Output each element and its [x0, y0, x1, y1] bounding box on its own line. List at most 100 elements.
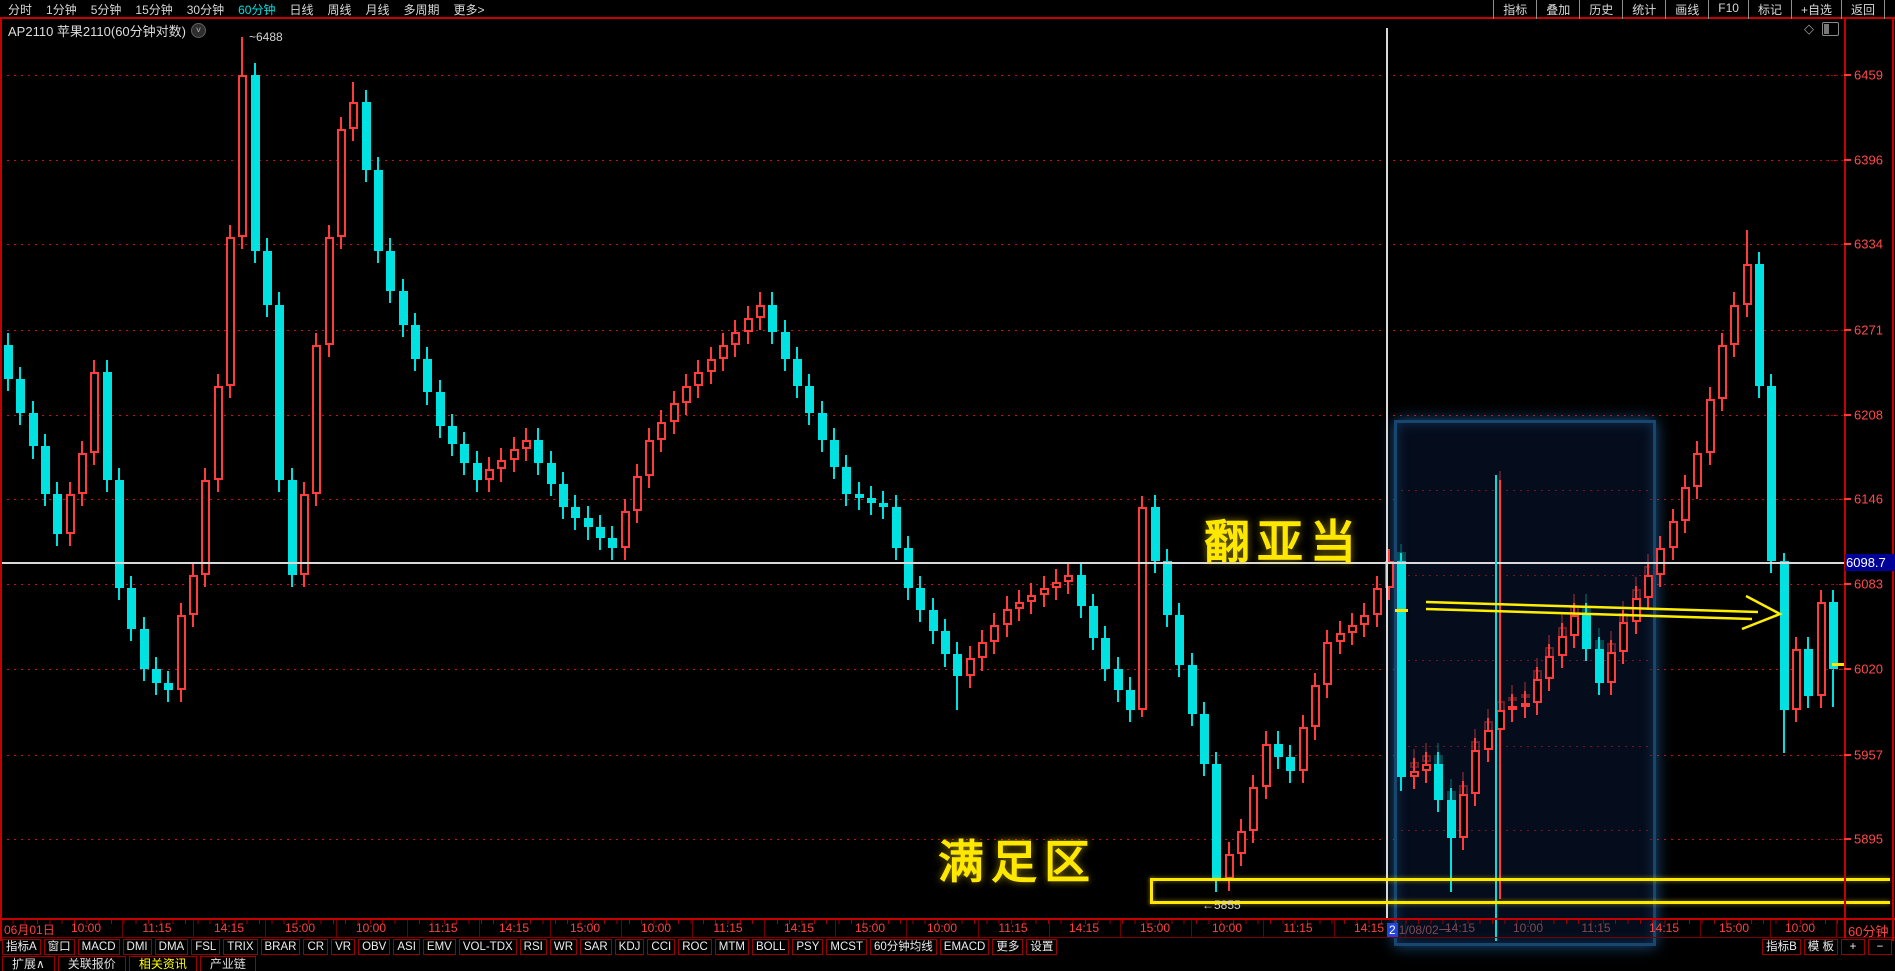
bottom-tab[interactable]: 产业链	[199, 956, 256, 971]
time-axis-top-border	[0, 918, 1895, 920]
time-axis-label: 15:00	[1718, 921, 1750, 935]
chevron-down-icon[interactable]: ˅	[190, 23, 206, 38]
indicator-button[interactable]: EMV	[422, 939, 456, 955]
price-tick	[1844, 583, 1851, 585]
bottom-tab[interactable]: 相关资讯	[128, 956, 197, 971]
time-axis-separator	[407, 919, 408, 937]
indicator-button[interactable]: 设置	[1026, 939, 1058, 955]
indicator-button[interactable]: WR	[549, 939, 578, 955]
period-button[interactable]: 15分钟	[135, 3, 173, 17]
indicator-button[interactable]: VOL-TDX	[458, 939, 517, 955]
period-button[interactable]: 60分钟	[238, 3, 276, 17]
time-axis-label: 10:00	[1211, 921, 1243, 935]
period-button[interactable]: 日线	[289, 3, 314, 17]
period-button[interactable]: 30分钟	[186, 3, 225, 17]
indicator-button[interactable]: BRAR	[260, 939, 301, 955]
price-gridline-shifted	[1394, 660, 1650, 661]
yellow-arrow-annotation[interactable]	[1418, 592, 1788, 642]
tool-button[interactable]: 统计	[1622, 0, 1665, 19]
tool-button[interactable]: F10	[1708, 0, 1748, 19]
indicator-button[interactable]: 更多	[992, 939, 1024, 955]
bottom-tab[interactable]: 关联报价	[57, 956, 126, 971]
price-tick-leader	[1826, 839, 1843, 840]
indicator-button-right[interactable]: −	[1868, 939, 1892, 955]
time-axis-label: 15:00	[1139, 921, 1171, 935]
tool-button[interactable]: 指标	[1493, 0, 1536, 19]
tool-button[interactable]: 标记	[1747, 0, 1791, 19]
period-button[interactable]: 多周期	[403, 3, 440, 17]
indicator-button-right[interactable]: 指标B	[1762, 939, 1801, 955]
time-axis-separator	[692, 919, 693, 937]
indicator-button[interactable]: MACD	[77, 939, 120, 955]
indicator-button[interactable]: VR	[331, 939, 356, 955]
indicator-button[interactable]: DMA	[154, 939, 189, 955]
indicator-button[interactable]: ROC	[678, 939, 712, 955]
indicator-button-right[interactable]: 模 板	[1803, 939, 1838, 955]
period-button[interactable]: 周线	[327, 3, 352, 17]
indicator-button[interactable]: DMI	[122, 939, 152, 955]
indicator-button[interactable]: OBV	[358, 939, 391, 955]
time-axis-separator	[978, 919, 979, 937]
indicator-button[interactable]: TRIX	[223, 939, 258, 955]
yellow-zone-bottom-line[interactable]	[1150, 901, 1890, 904]
indicator-button[interactable]: BOLL	[751, 939, 790, 955]
top-toolbar: 分时 1分钟 5分钟 15分钟 30分钟 60分钟 日线 周线 月线 多周期 更多> 指标 叠加 历史统…	[0, 0, 1895, 19]
indicator-button[interactable]: PSY	[792, 939, 824, 955]
tool-button[interactable]: 画线	[1665, 0, 1708, 19]
time-axis-separator	[1405, 919, 1406, 937]
price-axis-label: 6334	[1854, 236, 1883, 252]
horizontal-price-line[interactable]	[0, 562, 1844, 564]
indicator-button[interactable]: 指标A	[2, 939, 41, 955]
indicator-button[interactable]: ASI	[393, 939, 420, 955]
period-button[interactable]: 分时	[8, 3, 33, 17]
price-gridline	[1650, 839, 1844, 840]
time-axis-label: 10:00	[640, 921, 672, 935]
indicator-button[interactable]: RSI	[519, 939, 547, 955]
time-axis-separator	[764, 919, 765, 937]
indicator-button[interactable]: MTM	[714, 939, 749, 955]
price-gridline-shifted	[1394, 746, 1650, 747]
yellow-tick-1	[1395, 609, 1408, 612]
yellow-tick-2	[1832, 663, 1845, 666]
tool-button[interactable]: 叠加	[1536, 0, 1579, 19]
period-button[interactable]: 1分钟	[46, 3, 77, 17]
bottom-tab[interactable]: 扩展∧	[2, 956, 55, 971]
indicator-button[interactable]: CCI	[647, 939, 676, 955]
tool-button[interactable]: 历史	[1579, 0, 1622, 19]
layout-split-icon[interactable]	[1822, 22, 1839, 36]
tool-button[interactable]: 返回	[1840, 0, 1885, 19]
current-price-tag: 6098.7	[1845, 554, 1895, 571]
indicator-button[interactable]: 窗口	[43, 939, 75, 955]
time-axis-separator	[1770, 919, 1771, 937]
time-axis-label: 14:15	[1648, 921, 1680, 935]
axis-separator-line	[1844, 19, 1846, 938]
indicator-button[interactable]: FSL	[191, 939, 221, 955]
time-axis-separator	[1120, 919, 1121, 937]
price-tick	[1844, 838, 1851, 840]
indicator-button[interactable]: CR	[303, 939, 329, 955]
period-button[interactable]: 5分钟	[90, 3, 122, 17]
price-gridline	[0, 839, 1394, 840]
period-button[interactable]: 月线	[365, 3, 390, 17]
time-axis-label: 10:00	[1512, 921, 1544, 935]
indicator-button-right[interactable]: +	[1841, 939, 1865, 955]
time-axis-label: 06月01日	[4, 923, 55, 937]
price-tick-leader	[1826, 755, 1843, 756]
diamond-icon[interactable]: ◇	[1804, 21, 1814, 36]
bottom-tabs: 扩展∧ 关联报价 相关资讯 产业链	[2, 956, 256, 971]
indicator-button[interactable]: SAR	[580, 939, 612, 955]
indicator-button[interactable]: MCST	[826, 939, 867, 955]
tool-button[interactable]: +自选	[1790, 0, 1841, 19]
right-border-line	[1892, 0, 1894, 941]
time-axis-label: 14:15	[1068, 921, 1100, 935]
vertical-white-line[interactable]	[1386, 28, 1388, 919]
indicator-button[interactable]: EMACD	[939, 939, 990, 955]
time-axis-label: 11:15	[1581, 921, 1611, 935]
indicator-button[interactable]: 60分钟均线	[870, 939, 937, 955]
period-button[interactable]: 更多>	[453, 3, 485, 17]
price-gridline-shifted	[1394, 830, 1650, 831]
price-gridline	[0, 160, 1844, 161]
indicator-button[interactable]: KDJ	[614, 939, 645, 955]
time-axis[interactable]: 06月01日 10:00 11:15 14:15 15:00 10:00 11:15 14:1…	[0, 919, 1895, 937]
yellow-zone-top-line[interactable]	[1150, 878, 1890, 881]
